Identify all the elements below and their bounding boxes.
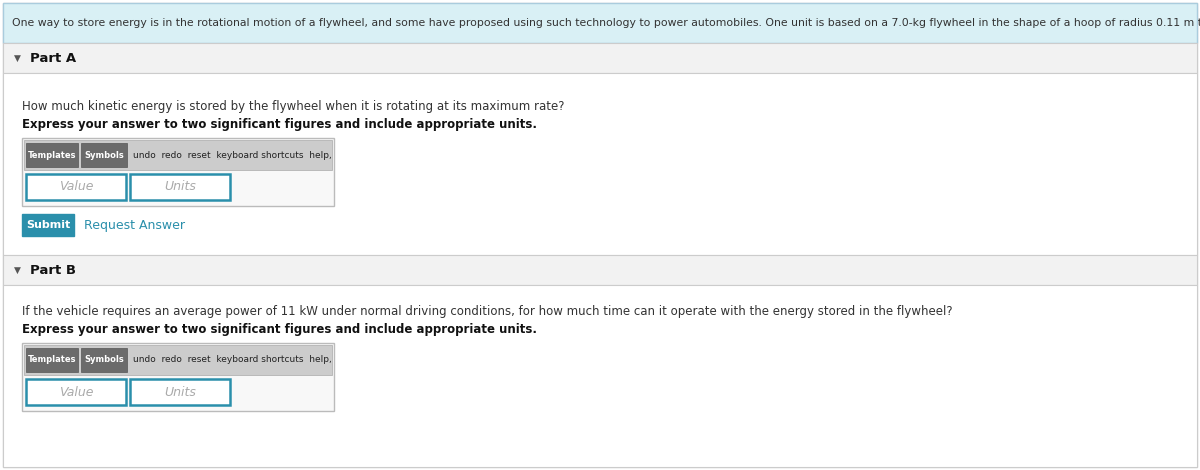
Bar bbox=[22, 214, 74, 236]
Bar bbox=[26, 379, 126, 405]
Bar bbox=[26, 143, 78, 167]
Text: Express your answer to two significant figures and include appropriate units.: Express your answer to two significant f… bbox=[22, 118, 538, 131]
Bar bbox=[82, 143, 127, 167]
Text: How much kinetic energy is stored by the flywheel when it is rotating at its max: How much kinetic energy is stored by the… bbox=[22, 100, 564, 113]
Bar bbox=[130, 174, 230, 200]
Text: Templates: Templates bbox=[28, 150, 77, 159]
Text: If the vehicle requires an average power of 11 kW under normal driving condition: If the vehicle requires an average power… bbox=[22, 305, 953, 318]
Text: Request Answer: Request Answer bbox=[84, 219, 185, 232]
Bar bbox=[26, 174, 126, 200]
Text: Value: Value bbox=[59, 385, 94, 399]
Bar bbox=[22, 343, 334, 411]
Text: One way to store energy is in the rotational motion of a flywheel, and some have: One way to store energy is in the rotati… bbox=[12, 18, 1200, 28]
Bar bbox=[2, 43, 1198, 73]
Bar bbox=[26, 348, 78, 372]
Text: Symbols: Symbols bbox=[84, 150, 124, 159]
Text: Templates: Templates bbox=[28, 355, 77, 365]
Bar bbox=[82, 348, 127, 372]
Text: undo  redo  reset  keyboard shortcuts  help,: undo redo reset keyboard shortcuts help, bbox=[133, 355, 331, 365]
Text: ▼: ▼ bbox=[13, 54, 20, 63]
Bar bbox=[2, 255, 1198, 285]
Bar bbox=[24, 345, 332, 375]
Text: Units: Units bbox=[164, 385, 196, 399]
Bar bbox=[24, 140, 332, 170]
Text: undo  redo  reset  keyboard shortcuts  help,: undo redo reset keyboard shortcuts help, bbox=[133, 150, 331, 159]
Bar bbox=[22, 138, 334, 206]
Text: ▼: ▼ bbox=[13, 266, 20, 274]
Text: Submit: Submit bbox=[26, 220, 70, 230]
Bar bbox=[2, 3, 1198, 43]
Bar bbox=[130, 379, 230, 405]
Text: Express your answer to two significant figures and include appropriate units.: Express your answer to two significant f… bbox=[22, 323, 538, 336]
Text: Units: Units bbox=[164, 180, 196, 194]
Text: Part B: Part B bbox=[30, 264, 76, 276]
Text: Symbols: Symbols bbox=[84, 355, 124, 365]
Text: Part A: Part A bbox=[30, 52, 76, 64]
Text: Value: Value bbox=[59, 180, 94, 194]
Bar bbox=[2, 73, 1198, 255]
Bar bbox=[2, 285, 1198, 467]
